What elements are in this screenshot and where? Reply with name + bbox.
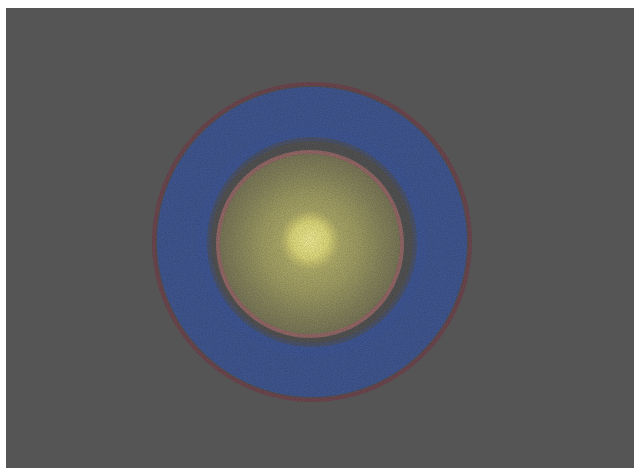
render-viewport [6, 8, 634, 468]
particle-render-scene [6, 8, 634, 468]
particle-system [152, 82, 472, 402]
particle-grain [152, 82, 472, 402]
